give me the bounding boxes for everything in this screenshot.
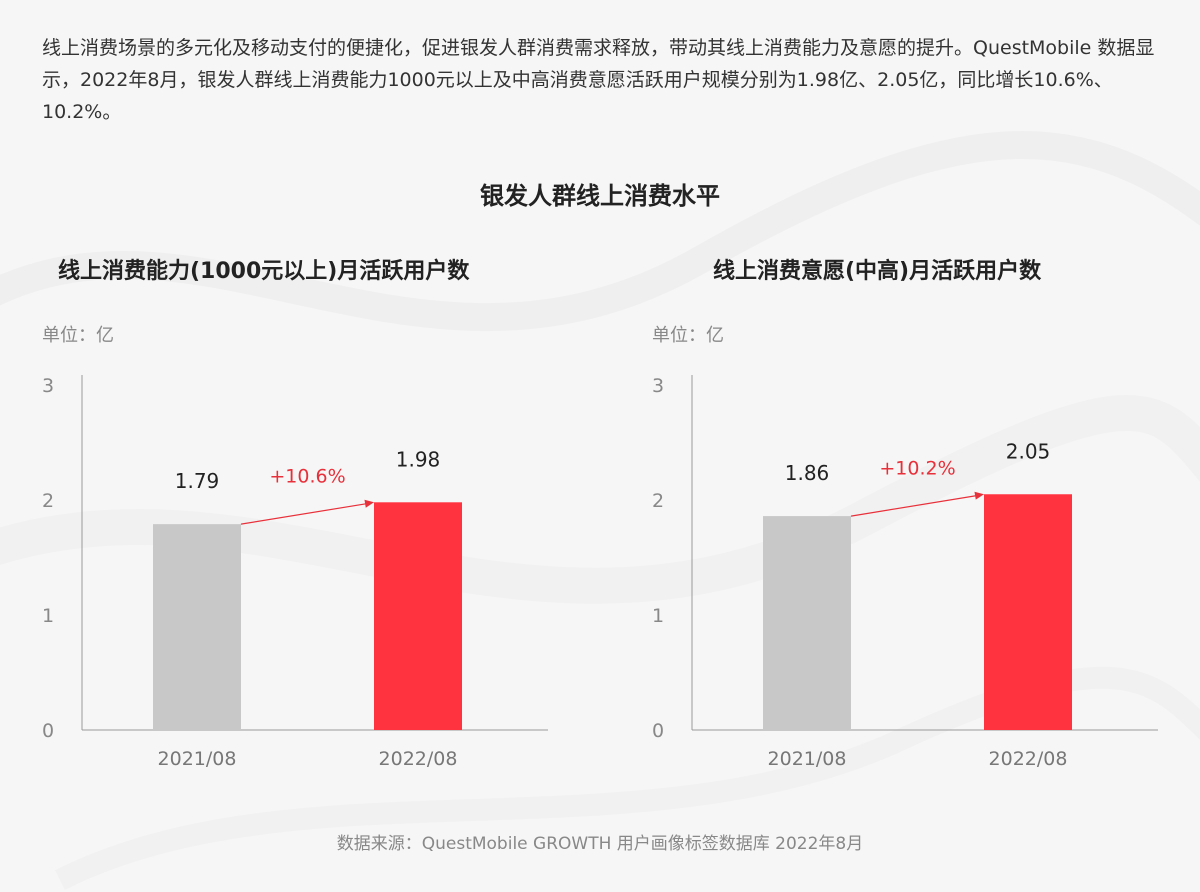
source-footer: 数据来源：QuestMobile GROWTH 用户画像标签数据库 2022年8… [336, 834, 864, 854]
y-tick-label: 0 [42, 720, 54, 742]
x-tick-label: 2022/08 [989, 748, 1068, 770]
main-title: 银发人群线上消费水平 [480, 182, 720, 210]
bar-2021-08 [763, 516, 851, 730]
bar-2022-08 [374, 502, 462, 730]
chart-1-title: 线上消费能力(1000元以上)月活跃用户数 [58, 259, 470, 284]
data-label: 1.98 [396, 447, 441, 471]
growth-arrow-line [850, 494, 983, 517]
growth-arrow-head [364, 499, 374, 508]
growth-label: +10.2% [879, 457, 955, 479]
y-tick-label: 3 [652, 375, 664, 397]
y-tick-label: 0 [652, 720, 664, 742]
growth-arrow-head [974, 491, 984, 500]
y-tick-label: 2 [652, 490, 664, 512]
chart-2-willingness: 0 1 2 3 1.86 2021/08 2.05 2022/08 +10.2% [652, 375, 1158, 770]
y-tick-label: 3 [42, 375, 54, 397]
data-label: 1.86 [785, 461, 830, 485]
y-tick-label: 2 [42, 490, 54, 512]
data-label: 1.79 [175, 469, 220, 493]
intro-paragraph: 线上消费场景的多元化及移动支付的便捷化，促进银发人群消费需求释放，带动其线上消费… [42, 37, 1155, 123]
chart-1-capability: 0 1 2 3 1.79 2021/08 1.98 2022/08 +10.6% [42, 375, 548, 770]
chart-2-title: 线上消费意愿(中高)月活跃用户数 [713, 259, 1042, 284]
data-label: 2.05 [1006, 439, 1051, 463]
bar-2022-08 [984, 494, 1072, 730]
y-tick-label: 1 [652, 605, 664, 627]
growth-label: +10.6% [269, 465, 345, 487]
x-tick-label: 2021/08 [158, 748, 237, 770]
x-tick-label: 2022/08 [379, 748, 458, 770]
chart-2-unit-label: 单位：亿 [652, 325, 724, 346]
y-tick-label: 1 [42, 605, 54, 627]
bar-2021-08 [153, 524, 241, 730]
growth-arrow-line [240, 502, 373, 525]
x-tick-label: 2021/08 [768, 748, 847, 770]
chart-1-unit-label: 单位：亿 [42, 325, 114, 346]
